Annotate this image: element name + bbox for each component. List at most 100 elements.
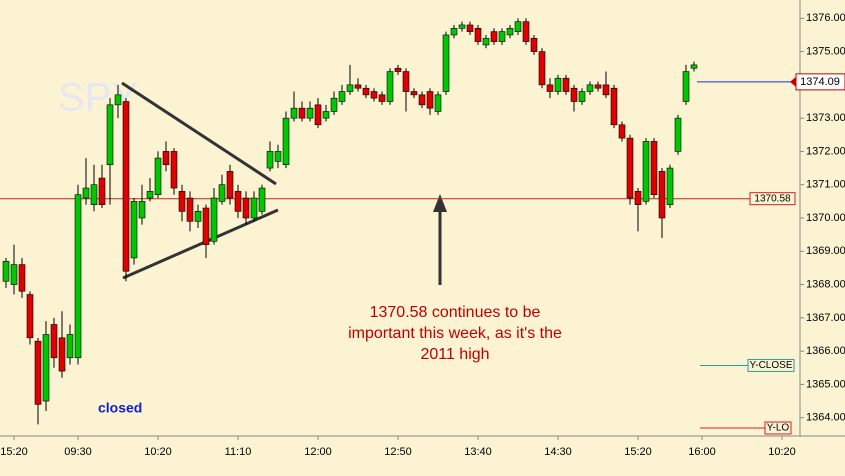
candle-body — [186, 197, 194, 222]
candle-body — [122, 101, 130, 272]
candle-body — [202, 207, 210, 245]
candle-body — [74, 194, 82, 359]
candle-body — [26, 294, 34, 339]
y-tick-label: 1365.00 — [806, 378, 845, 390]
status-note: closed — [98, 400, 142, 416]
candle-body — [90, 184, 98, 205]
y-tick-label: 1369.00 — [806, 245, 845, 257]
candle-body — [218, 184, 226, 202]
candle-body — [506, 27, 514, 36]
candle-body — [674, 117, 682, 152]
x-tick-label: 15:20 — [0, 446, 28, 458]
candle-body — [58, 337, 66, 372]
candle-body — [594, 84, 602, 89]
candle-body — [338, 91, 346, 102]
y-tick-label: 1376.00 — [806, 12, 845, 24]
annotation: important this week, as it's the — [348, 325, 562, 342]
y-tick-label: 1373.00 — [806, 112, 845, 124]
candle-body — [322, 111, 330, 119]
level-label-box — [749, 192, 796, 206]
candle-body — [330, 97, 338, 112]
candle-body — [66, 334, 74, 359]
candle-body — [146, 191, 154, 199]
candle-body — [106, 104, 114, 166]
candle-body — [554, 77, 562, 92]
x-tick-label: 13:40 — [464, 446, 492, 458]
x-tick-label: 14:30 — [544, 446, 572, 458]
candle-body — [42, 334, 50, 402]
candle-body — [138, 201, 146, 219]
candle-body — [178, 191, 186, 212]
candle-body — [34, 340, 42, 405]
candle-body — [634, 191, 642, 205]
y-tick-label: 1370.00 — [806, 212, 845, 224]
candle-body — [690, 64, 698, 69]
candle-body — [410, 91, 418, 96]
candle-body — [482, 37, 490, 46]
candle-body — [282, 117, 290, 166]
candle-body — [450, 27, 458, 36]
y-tick-label: 1371.00 — [806, 179, 845, 191]
candle-body — [418, 94, 426, 106]
level-label-box — [764, 421, 792, 435]
candle-body — [402, 71, 410, 92]
candle-body — [162, 151, 170, 166]
annotation: 1370.58 continues to be — [370, 304, 541, 321]
candle-body — [154, 157, 162, 196]
x-tick-label: 10:20 — [768, 446, 796, 458]
candle-body — [530, 37, 538, 52]
candle-body — [50, 324, 58, 359]
arrow-head — [433, 194, 447, 212]
candle-body — [210, 197, 218, 242]
candle-body — [522, 21, 530, 42]
y-tick-label: 1368.00 — [806, 278, 845, 290]
candle-body — [514, 21, 522, 32]
candle-body — [234, 191, 242, 212]
candle-body — [298, 107, 306, 119]
candle-body — [130, 201, 138, 259]
candle-body — [570, 87, 578, 102]
candle-body — [658, 171, 666, 219]
candle-body — [258, 187, 266, 212]
candle-body — [626, 137, 634, 199]
candle-body — [474, 27, 482, 42]
candle-body — [434, 94, 442, 112]
candle-body — [602, 84, 610, 96]
candle-body — [194, 211, 202, 222]
candle-body — [458, 24, 466, 29]
candle-body — [370, 91, 378, 99]
y-tick-label: 1366.00 — [806, 345, 845, 357]
candle-body — [578, 91, 586, 102]
candle-body — [650, 141, 658, 196]
level-label: Y-CLOSE — [750, 360, 793, 371]
candle-body — [242, 197, 250, 219]
candle-body — [610, 87, 618, 126]
candle-body — [666, 167, 674, 205]
x-tick-label: 10:20 — [144, 446, 172, 458]
candle-body — [354, 84, 362, 89]
candle-body — [394, 67, 402, 72]
triangle-lower — [122, 208, 279, 280]
candle-body — [562, 77, 570, 92]
last-price-pointer — [790, 76, 796, 87]
candle-body — [274, 151, 282, 162]
candle-body — [386, 71, 394, 102]
x-tick-label: 09:30 — [64, 446, 92, 458]
candle-body — [466, 24, 474, 32]
candle-body — [114, 94, 122, 106]
annotation: 2011 high — [420, 346, 489, 363]
triangle-upper — [121, 81, 277, 186]
candle-body — [266, 151, 274, 169]
candle-body — [18, 264, 26, 292]
candle-body — [98, 177, 106, 205]
candle-body — [682, 71, 690, 102]
candle-body — [10, 264, 18, 285]
candle-body — [586, 84, 594, 92]
candle-body — [378, 94, 386, 102]
candle-body — [226, 171, 234, 199]
candle-body — [290, 107, 298, 119]
x-tick-label: 16:00 — [688, 446, 716, 458]
